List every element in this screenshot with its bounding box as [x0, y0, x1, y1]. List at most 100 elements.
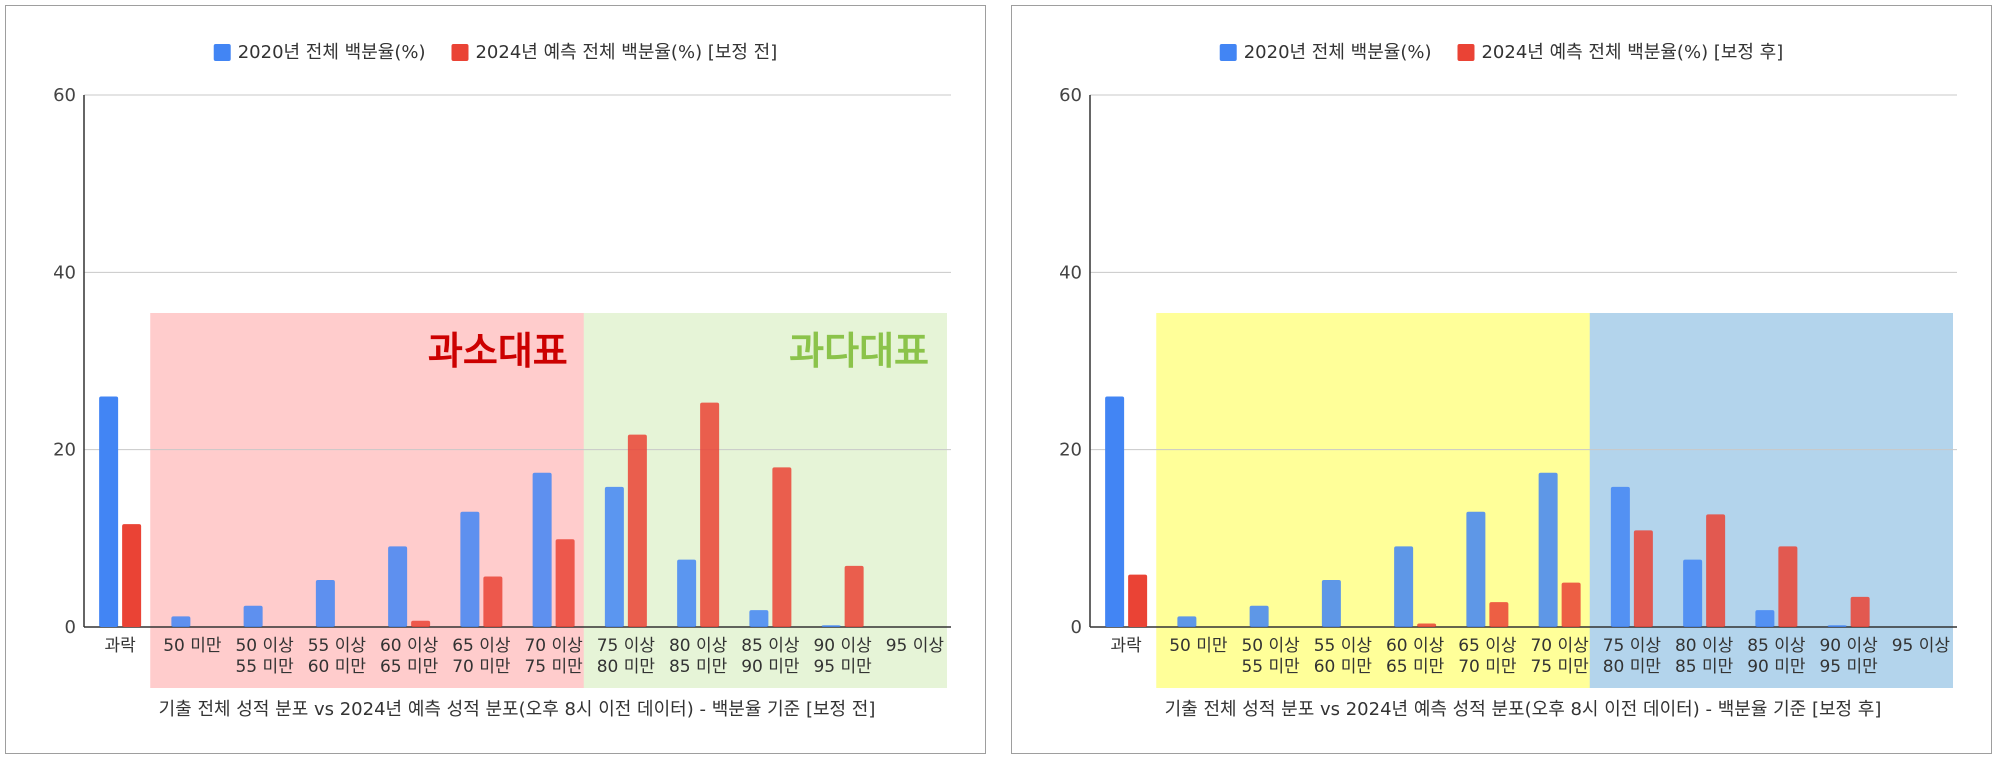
x-tick-label-7-1: 80 미만 — [597, 657, 656, 677]
bar-2020-2 — [1249, 605, 1269, 627]
x-tick-label-11-0: 95 이상 — [1892, 636, 1951, 656]
bar-2020-7 — [1610, 486, 1630, 627]
y-tick-label-3: 60 — [1059, 85, 1082, 106]
y-tick-label-1: 20 — [53, 440, 76, 461]
x-tick-label-6-0: 70 이상 — [1530, 636, 1589, 656]
x-axis-title: 기출 전체 성적 분포 vs 2024년 예측 성적 분포(오후 8시 이전 데… — [1165, 699, 1882, 720]
x-tick-label-4-0: 60 이상 — [380, 636, 439, 656]
bar-2020-8 — [1683, 559, 1703, 627]
x-tick-label-9-1: 90 미만 — [741, 657, 800, 677]
y-tick-label-0: 0 — [65, 617, 76, 638]
x-tick-label-0-0: 과락 — [104, 636, 136, 656]
x-tick-label-7-1: 80 미만 — [1603, 657, 1662, 677]
bar-2020-9 — [749, 610, 769, 627]
overlay-region-1 — [1589, 313, 1953, 688]
bar-2024-4 — [1417, 623, 1437, 627]
bar-2020-5 — [1466, 511, 1486, 627]
legend-label-0: 2020년 전체 백분율(%) — [238, 42, 426, 63]
x-tick-label-1-0: 50 미만 — [1169, 636, 1228, 656]
legend-swatch-1 — [1457, 44, 1475, 61]
chart-panel-after: 0 20 40 60 과락 50 미만 50 이상 55 미만 55 이상 60 미만 60 이상 6… — [1011, 5, 1992, 754]
bar-2024-4 — [411, 620, 431, 627]
bar-2024-8 — [1706, 514, 1726, 627]
legend-swatch-0 — [1219, 44, 1237, 61]
bar-2020-3 — [315, 580, 335, 627]
y-tick-label-2: 40 — [53, 262, 76, 283]
x-tick-label-7-0: 75 이상 — [597, 636, 656, 656]
x-tick-label-10-0: 90 이상 — [813, 636, 872, 656]
x-tick-label-6-1: 75 미만 — [524, 657, 583, 677]
x-tick-label-10-1: 95 미만 — [1819, 657, 1878, 677]
x-tick-label-4-1: 65 미만 — [380, 657, 439, 677]
bar-2024-0 — [122, 524, 142, 627]
overlay-label-1: 과다대표 — [789, 329, 929, 373]
x-tick-label-8-0: 80 이상 — [1675, 636, 1734, 656]
x-tick-label-2-0: 50 이상 — [1241, 636, 1300, 656]
bar-2024-9 — [1778, 546, 1798, 627]
x-tick-label-10-0: 90 이상 — [1819, 636, 1878, 656]
bar-2020-2 — [243, 605, 263, 627]
x-tick-label-8-0: 80 이상 — [669, 636, 728, 656]
bar-2024-7 — [627, 434, 647, 627]
x-tick-label-9-0: 85 이상 — [1747, 636, 1806, 656]
legend: 2020년 전체 백분율(%) 2024년 예측 전체 백분율(%) [보정 전] — [213, 42, 777, 63]
x-tick-label-6-1: 75 미만 — [1530, 657, 1589, 677]
bar-2024-9 — [772, 467, 792, 627]
x-tick-label-5-0: 65 이상 — [1458, 636, 1517, 656]
x-tick-label-9-1: 90 미만 — [1747, 657, 1806, 677]
bar-2024-8 — [700, 402, 720, 627]
x-tick-label-3-1: 60 미만 — [1314, 657, 1373, 677]
y-tick-label-2: 40 — [1059, 262, 1082, 283]
bar-2020-1 — [1177, 616, 1197, 627]
legend-label-0: 2020년 전체 백분율(%) — [1244, 42, 1432, 63]
bar-2020-10 — [821, 625, 841, 627]
x-tick-label-5-1: 70 미만 — [1458, 657, 1517, 677]
bar-2020-0 — [1105, 396, 1125, 627]
x-tick-label-9-0: 85 이상 — [741, 636, 800, 656]
legend-swatch-1 — [451, 44, 469, 61]
legend-label-1: 2024년 예측 전체 백분율(%) [보정 전] — [475, 42, 777, 63]
legend: 2020년 전체 백분율(%) 2024년 예측 전체 백분율(%) [보정 후] — [1219, 42, 1783, 63]
bar-2024-6 — [555, 539, 575, 627]
x-tick-label-7-0: 75 이상 — [1603, 636, 1662, 656]
x-tick-label-3-1: 60 미만 — [308, 657, 367, 677]
x-tick-label-2-1: 55 미만 — [1241, 657, 1300, 677]
x-tick-label-5-1: 70 미만 — [452, 657, 511, 677]
bar-2020-6 — [532, 472, 552, 627]
x-tick-label-4-1: 65 미만 — [1386, 657, 1445, 677]
x-tick-label-3-0: 55 이상 — [308, 636, 367, 656]
x-tick-label-5-0: 65 이상 — [452, 636, 511, 656]
bar-2024-6 — [1561, 582, 1581, 627]
x-tick-label-2-1: 55 미만 — [235, 657, 294, 677]
x-tick-label-1-0: 50 미만 — [163, 636, 222, 656]
x-tick-label-8-1: 85 미만 — [1675, 657, 1734, 677]
bar-2024-7 — [1633, 530, 1653, 627]
bar-2020-8 — [677, 559, 697, 627]
bar-2020-9 — [1755, 610, 1775, 627]
legend-label-1: 2024년 예측 전체 백분율(%) [보정 후] — [1481, 42, 1783, 63]
bar-2024-10 — [1850, 596, 1870, 627]
bar-2024-10 — [844, 565, 864, 627]
bar-2020-0 — [99, 396, 119, 627]
bar-2020-5 — [460, 511, 480, 627]
x-tick-label-10-1: 95 미만 — [813, 657, 872, 677]
bar-2020-4 — [1394, 546, 1414, 627]
x-tick-label-6-0: 70 이상 — [524, 636, 583, 656]
legend-swatch-0 — [213, 44, 231, 61]
bar-2024-5 — [1489, 602, 1509, 627]
bar-2024-5 — [483, 576, 503, 627]
bar-2024-0 — [1128, 574, 1148, 627]
overlay-region-0 — [1156, 313, 1592, 688]
bar-2020-1 — [171, 616, 191, 627]
x-tick-label-11-0: 95 이상 — [886, 636, 945, 656]
bar-2020-4 — [388, 546, 408, 627]
chart-panel-before: 과소대표 과다대표 0 20 40 60 과락 50 미만 50 이상 55 미만 55 이상 60 … — [5, 5, 986, 754]
x-tick-label-8-1: 85 미만 — [669, 657, 728, 677]
y-tick-label-3: 60 — [53, 85, 76, 106]
overlay-label-0: 과소대표 — [428, 329, 568, 373]
x-axis-title: 기출 전체 성적 분포 vs 2024년 예측 성적 분포(오후 8시 이전 데… — [159, 699, 876, 720]
bar-2020-3 — [1321, 580, 1341, 627]
bar-2020-6 — [1538, 472, 1558, 627]
